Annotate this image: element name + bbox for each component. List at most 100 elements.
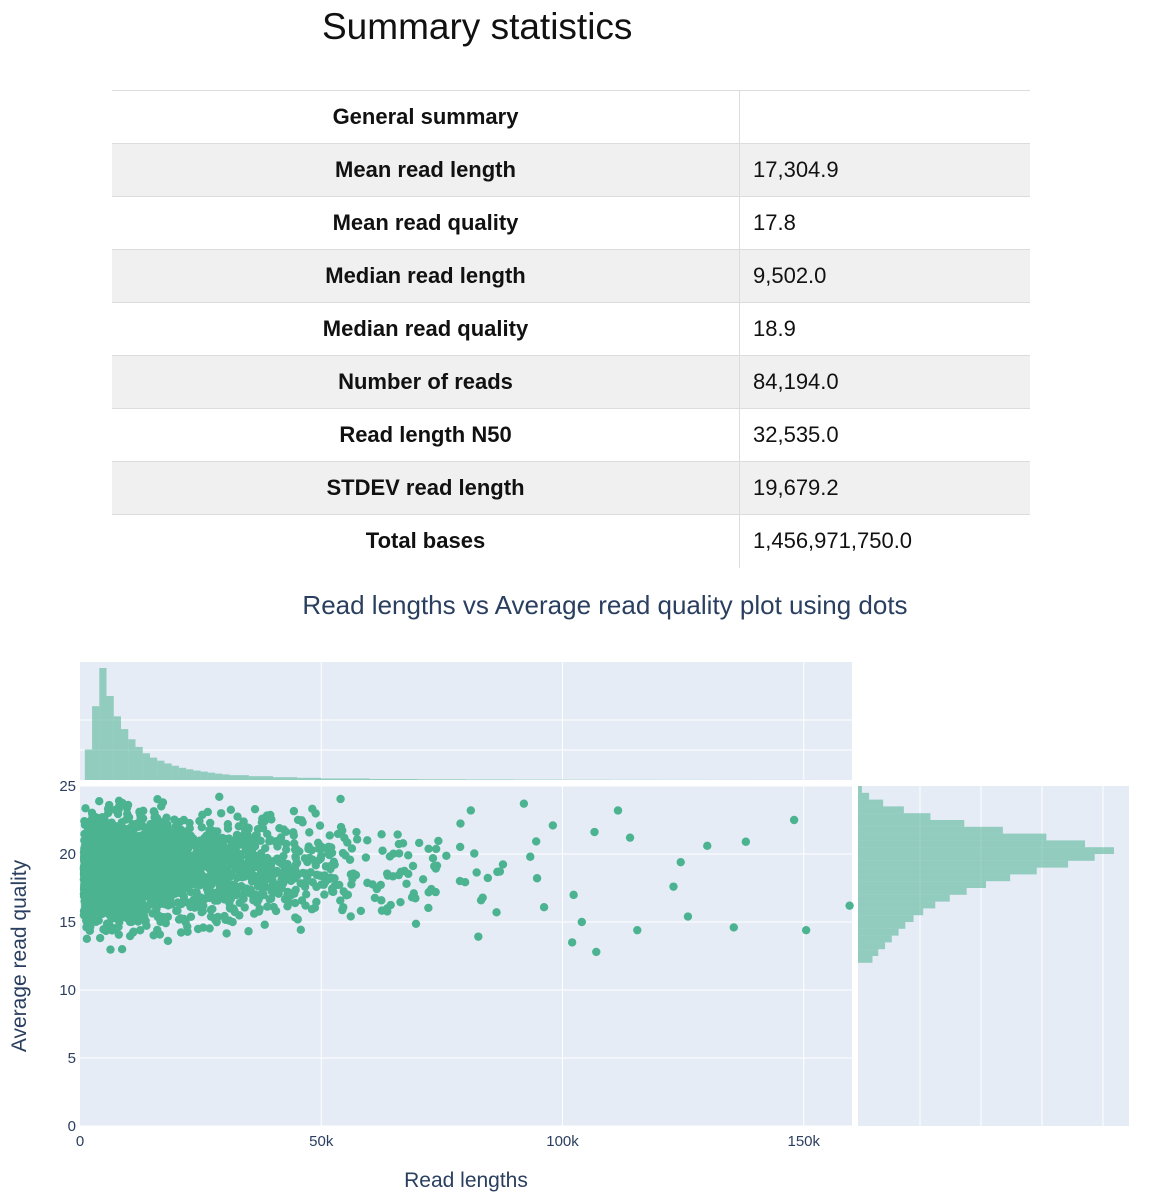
scatter-point	[135, 926, 145, 935]
scatter-point	[212, 917, 221, 927]
scatter-point	[124, 850, 134, 860]
scatter-point	[271, 837, 281, 846]
scatter-point	[106, 854, 115, 863]
scatter-point	[153, 877, 162, 886]
scatter-point	[300, 854, 310, 863]
scatter-point	[801, 925, 811, 935]
scatter-point	[308, 878, 317, 887]
scatter-point	[389, 849, 398, 858]
length-histogram-bar	[128, 739, 136, 780]
row-label: Total bases	[112, 514, 740, 568]
scatter-point	[197, 823, 207, 832]
scatter-point	[394, 839, 404, 849]
scatter-point	[472, 868, 481, 877]
scatter-point	[274, 889, 283, 898]
scatter-point	[402, 879, 411, 888]
summary-table: General summary Mean read length 17,304.9…	[112, 90, 1030, 568]
row-label: STDEV read length	[112, 461, 740, 515]
scatter-point	[216, 809, 226, 818]
scatter-point	[330, 874, 339, 883]
scatter-point	[315, 855, 324, 865]
length-histogram-bar	[200, 771, 208, 780]
scatter-point	[82, 854, 91, 863]
x-axis-label: Read lengths	[404, 1169, 528, 1192]
scatter-point	[414, 838, 424, 848]
scatter-point	[590, 827, 599, 837]
scatter-point	[226, 805, 236, 815]
scatter-point	[81, 865, 90, 875]
table-row: Median read quality 18.9	[112, 302, 1030, 356]
quality-histogram-bar	[858, 908, 924, 916]
scatter-point	[124, 813, 134, 822]
scatter-point	[172, 835, 181, 844]
scatter-point	[249, 909, 259, 918]
scatter-point	[206, 876, 215, 885]
scatter-point	[102, 835, 112, 844]
scatter-point	[110, 831, 120, 840]
scatter-point	[300, 878, 310, 888]
length-histogram-bar	[369, 778, 418, 780]
scatter-point	[142, 868, 151, 877]
scatter-point	[134, 858, 143, 867]
scatter-point	[225, 872, 235, 881]
scatter-point	[123, 870, 132, 879]
scatter-point	[460, 877, 470, 887]
row-value: 18.9	[739, 302, 1030, 356]
scatter-point	[197, 908, 206, 917]
scatter-point	[238, 836, 247, 846]
scatter-point	[95, 877, 104, 887]
scatter-point	[233, 812, 242, 821]
quality-histogram-bar	[858, 799, 884, 807]
scatter-point	[291, 853, 301, 863]
scatter-point	[183, 927, 192, 936]
scatter-point	[325, 850, 334, 860]
scatter-point	[455, 842, 465, 852]
length-histogram-bar	[321, 778, 370, 780]
scatter-point	[102, 919, 112, 928]
quality-histogram-bar	[858, 915, 914, 922]
table-header-value	[739, 90, 1030, 144]
scatter-point	[431, 864, 441, 873]
scatter-point	[396, 897, 405, 907]
quality-histogram-bar	[858, 928, 899, 936]
table-row: Read length N50 32,535.0	[112, 408, 1030, 462]
scatter-point	[86, 880, 96, 889]
scatter-point	[456, 819, 465, 828]
scatter-point	[186, 902, 195, 912]
quality-histogram-bar	[858, 792, 870, 800]
scatter-point	[105, 910, 114, 920]
row-label: Mean read length	[112, 143, 740, 197]
length-histogram	[84, 668, 811, 780]
scatter-point	[407, 893, 417, 902]
scatter-point	[434, 836, 443, 846]
quality-histogram-bar	[858, 806, 904, 814]
scatter-point	[669, 882, 678, 891]
scatter-point	[193, 874, 203, 883]
scatter-point	[356, 906, 366, 916]
scatter-point	[377, 830, 386, 839]
scatter-point	[269, 902, 278, 912]
scatter-point	[262, 811, 272, 820]
scatter-point	[250, 804, 260, 814]
quality-histogram-bar	[858, 922, 906, 929]
scatter-point	[265, 895, 274, 904]
y-axis-label: Average read quality	[8, 859, 31, 1052]
scatter-point	[123, 885, 132, 894]
scatter-point	[252, 830, 261, 840]
length-histogram-bar	[215, 773, 223, 780]
scatter-point	[308, 804, 317, 814]
scatter-point	[206, 912, 216, 921]
scatter-point	[230, 907, 240, 917]
scatter-point	[307, 845, 317, 855]
scatter-point	[329, 857, 339, 867]
y-tick-label: 25	[59, 778, 76, 795]
scatter-point	[284, 874, 293, 883]
x-tick-label: 50k	[309, 1133, 334, 1150]
scatter-point	[277, 875, 286, 884]
scatter-point	[80, 902, 90, 911]
scatter-point	[151, 830, 161, 839]
length-histogram-bar	[229, 775, 249, 780]
scatter-point	[117, 818, 126, 827]
scatter-point	[289, 864, 299, 873]
scatter-point	[138, 814, 148, 823]
